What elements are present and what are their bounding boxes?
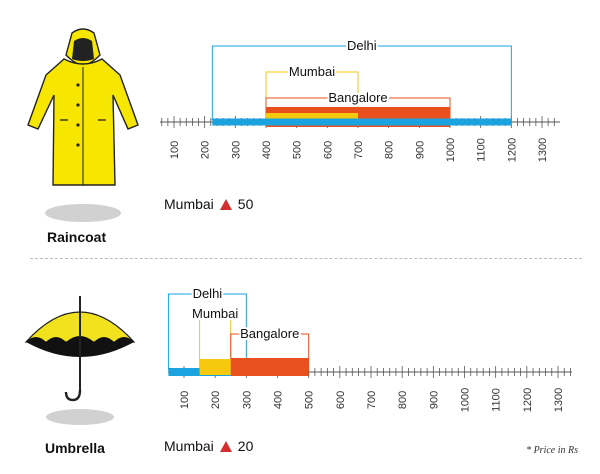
tick-label: 700: [366, 391, 378, 409]
up-triangle-icon: [219, 440, 232, 452]
tick-label: 800: [397, 391, 409, 409]
change-value: 50: [237, 196, 254, 212]
tick-label: 100: [179, 391, 191, 409]
tick-label: 900: [428, 391, 440, 409]
range-bar-bangalore: [230, 358, 309, 376]
tick-label: 1200: [506, 138, 518, 162]
tick-label: 200: [210, 391, 222, 409]
range-bracket-delhi: [167, 293, 247, 370]
umbrella-panel: Umbrella Mumbai 20 100 200 300 400 500 600 700…: [0, 262, 600, 474]
product-label-umbrella: Umbrella: [45, 440, 105, 456]
tick-label: 600: [335, 391, 347, 409]
umbrella-range-chart: 100 200 300 400 500 600 700 800 900 1000 1100 1200 1…: [167, 284, 572, 412]
change-city: Mumbai: [164, 438, 214, 454]
range-bar-delhi: [212, 118, 512, 126]
tick-label: 400: [273, 391, 285, 409]
change-city: Mumbai: [164, 196, 214, 212]
tick-label: 100: [169, 141, 181, 159]
tick-label: 200: [200, 141, 212, 159]
tick-label: 1000: [460, 388, 472, 412]
up-triangle-icon: [219, 198, 232, 210]
umbrella-icon: [24, 296, 136, 425]
range-label-mumbai: Mumbai: [192, 306, 238, 321]
tick-label: 1300: [553, 388, 565, 412]
tick-label: 800: [384, 141, 396, 159]
tick-label: 300: [230, 141, 242, 159]
tick-label: 500: [292, 141, 304, 159]
raincoat-panel: Raincoat Mumbai 50 100 200 300 400 500 600 700…: [27, 28, 560, 245]
tick-label: 1200: [522, 388, 534, 412]
range-bracket-mumbai: [265, 71, 359, 120]
tick-label: 1100: [476, 138, 488, 162]
range-label-delhi: Delhi: [347, 38, 377, 53]
range-label-delhi: Delhi: [193, 286, 223, 301]
product-label-raincoat: Raincoat: [47, 229, 107, 245]
range-label-bangalore: Bangalore: [240, 326, 299, 341]
range-bracket-bangalore: [230, 333, 310, 370]
price-footnote: * Price in Rs: [526, 445, 578, 456]
price-change-raincoat: Mumbai 50: [164, 196, 253, 212]
tick-label: 1100: [491, 388, 503, 412]
tick-label: 400: [261, 141, 273, 159]
raincoat-range-chart: 100 200 300 400 500 600 700 800 900 1000 1100 1200 1…: [160, 36, 560, 162]
divider: [30, 258, 582, 259]
change-value: 20: [237, 438, 254, 454]
tick-label: 900: [414, 141, 426, 159]
tick-label: 300: [241, 391, 253, 409]
tick-label: 1300: [537, 138, 549, 162]
price-change-umbrella: Mumbai 20: [164, 438, 253, 454]
raincoat-icon: [27, 28, 139, 222]
tick-label: 500: [304, 391, 316, 409]
range-bar-mumbai: [199, 359, 231, 375]
tick-label: 1000: [445, 138, 457, 162]
tick-label: 600: [322, 141, 334, 159]
tick-label: 700: [353, 141, 365, 159]
range-bracket-delhi: [211, 45, 512, 120]
range-label-mumbai: Mumbai: [289, 64, 335, 79]
range-label-bangalore: Bangalore: [328, 90, 387, 105]
